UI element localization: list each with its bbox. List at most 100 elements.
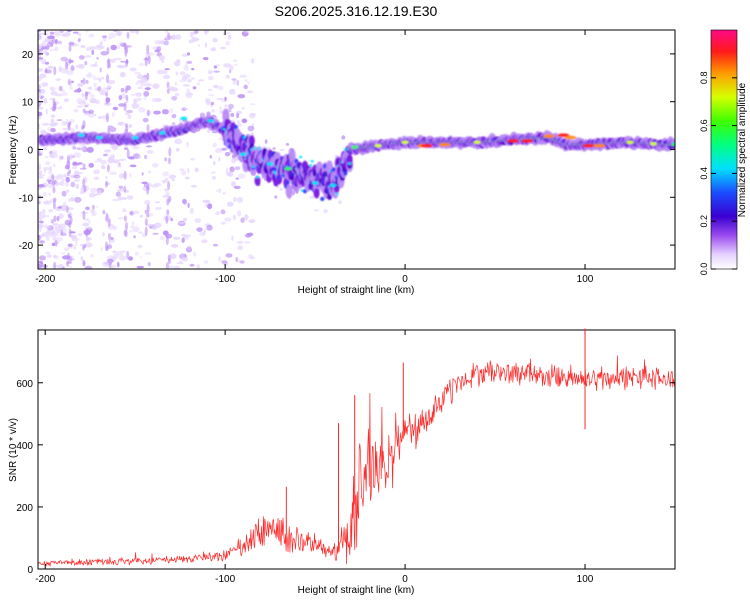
spectrogram-noise-blob: [201, 239, 208, 244]
spectrogram-noise-blob: [115, 191, 121, 197]
spectrogram-noise-streak: [83, 185, 87, 193]
spectrogram-noise-blob: [102, 232, 105, 237]
spectrogram-noise-blob: [198, 79, 205, 82]
spectrogram-noise-blob: [78, 63, 85, 70]
spectrogram-noise-blob: [73, 108, 79, 113]
spectrogram-noise-blob: [77, 82, 84, 87]
spectrogram-noise-streak: [146, 213, 150, 218]
spectrogram-noise-blob: [77, 38, 81, 43]
spectrogram-noise-blob: [136, 265, 145, 269]
spectrogram-noise-blob: [69, 155, 73, 161]
spectrogram-noise-blob: [163, 74, 170, 80]
spectrogram-noise-blob: [208, 94, 215, 97]
spectrogram-noise-blob: [70, 65, 75, 71]
spectrogram-noise-blob: [155, 206, 163, 211]
spectrogram-noise-blob: [219, 106, 222, 111]
spectrogram-noise-blob: [44, 161, 51, 166]
spectrogram-noise-blob: [60, 56, 68, 62]
spectrogram-noise-streak: [105, 92, 109, 97]
spectrogram-noise-blob: [94, 176, 100, 180]
spectrogram-noise-blob: [111, 264, 116, 269]
spectrogram-noise-blob: [99, 89, 105, 96]
spectrogram-noise-blob: [38, 223, 44, 229]
spectrogram-noise-blob: [243, 241, 251, 244]
spectrogram-noise-blob: [168, 174, 176, 179]
spectrogram-noise-blob: [73, 152, 82, 158]
spectrogram-noise-blob: [56, 119, 63, 122]
spectrogram-noise-blob: [40, 88, 46, 94]
spectrogram-noise-streak: [168, 195, 172, 203]
spectrogram-noise-blob: [67, 198, 74, 202]
spectrogram-noise-blob: [207, 203, 213, 210]
spectrogram-noise-blob: [225, 253, 233, 258]
spectrogram-hotspot: [351, 145, 359, 149]
spectrogram-noise-blob: [88, 109, 95, 115]
spectrogram-noise-blob: [101, 76, 105, 80]
spectrogram-noise-streak: [108, 62, 111, 69]
spectrogram-noise-blob: [56, 174, 64, 180]
spectrogram-ridge-blob: [294, 158, 299, 164]
spectrogram-noise-blob: [233, 63, 238, 66]
spectrogram-noise-blob: [225, 74, 230, 79]
spectrogram-noise-blob: [85, 30, 89, 33]
spectrogram-noise-blob: [118, 95, 123, 101]
spectrogram-noise-blob: [49, 49, 56, 52]
spectrogram-noise-blob: [117, 164, 122, 168]
figure-title: S206.2025.316.12.19.E30: [275, 3, 438, 19]
spectrogram-hotspot: [77, 133, 85, 137]
spectrogram-noise-streak: [125, 221, 128, 231]
spectrogram-noise-blob: [57, 106, 62, 110]
spectrogram-noise-blob: [118, 185, 124, 189]
spectrogram-noise-blob: [38, 216, 43, 222]
spectrogram-ridge-blob: [310, 160, 314, 163]
spectrogram-noise-blob: [202, 199, 211, 204]
spectrogram-noise-blob: [237, 210, 242, 217]
spectrogram-noise-blob: [86, 146, 94, 153]
spectrogram-noise-streak: [107, 219, 111, 227]
spectrogram-noise-streak: [84, 60, 88, 66]
spectrogram-noise-blob: [220, 209, 226, 215]
spectrogram-noise-blob: [38, 93, 42, 98]
spectrogram-noise-blob: [101, 165, 106, 170]
spectrogram-noise-blob: [43, 147, 47, 151]
spectrogram-noise-streak: [126, 148, 130, 159]
spectrogram-noise-blob: [90, 207, 95, 214]
spectrogram-noise-streak: [144, 154, 148, 160]
spectrogram-noise-blob: [137, 86, 143, 89]
spectrogram-noise-blob: [105, 176, 108, 180]
spectrogram-hotspot: [311, 181, 319, 185]
spectrogram-noise-blob: [190, 185, 197, 188]
spectrogram-noise-blob: [55, 78, 61, 81]
spectrogram-noise-blob: [130, 93, 137, 96]
spectrogram-noise-blob: [221, 260, 228, 264]
spectrogram-ridge-blob: [331, 167, 336, 172]
spectrogram-noise-blob: [119, 65, 127, 69]
spectrogram-noise-streak: [85, 79, 89, 84]
spectrogram-noise-blob: [47, 65, 54, 70]
spectrogram-noise-streak: [82, 108, 86, 113]
spectrogram-noise-blob: [170, 217, 173, 222]
spectrogram-noise-streak: [166, 209, 170, 216]
spectrogram-noise-blob: [89, 98, 97, 104]
spectrogram-noise-blob: [93, 82, 97, 88]
spectrogram-noise-blob: [64, 247, 70, 252]
spectrogram-noise-blob: [237, 197, 244, 203]
spectrogram-hotspot: [593, 143, 606, 148]
spectrogram-noise-blob: [187, 168, 190, 174]
spectrogram-noise-blob: [108, 240, 112, 245]
spectrogram-noise-blob: [44, 156, 49, 159]
spectrogram-hotspot: [473, 140, 481, 145]
spectrogram-noise-streak: [105, 97, 109, 105]
spectrogram-noise-blob: [213, 161, 216, 166]
spectrogram-noise-blob: [135, 251, 139, 256]
spectrogram-hotspot: [158, 131, 166, 135]
spectrogram-noise-blob: [112, 250, 117, 254]
spectrogram-noise-blob: [38, 45, 43, 50]
spectrogram-noise-blob: [212, 131, 218, 134]
spectrogram-noise-blob: [210, 101, 215, 106]
spectrogram-noise-blob: [97, 116, 103, 119]
spectrogram-noise-blob: [84, 265, 93, 269]
spectrogram-noise-blob: [204, 30, 208, 35]
spectrogram-noise-blob: [79, 167, 87, 170]
spectrogram-noise-streak: [167, 181, 171, 191]
